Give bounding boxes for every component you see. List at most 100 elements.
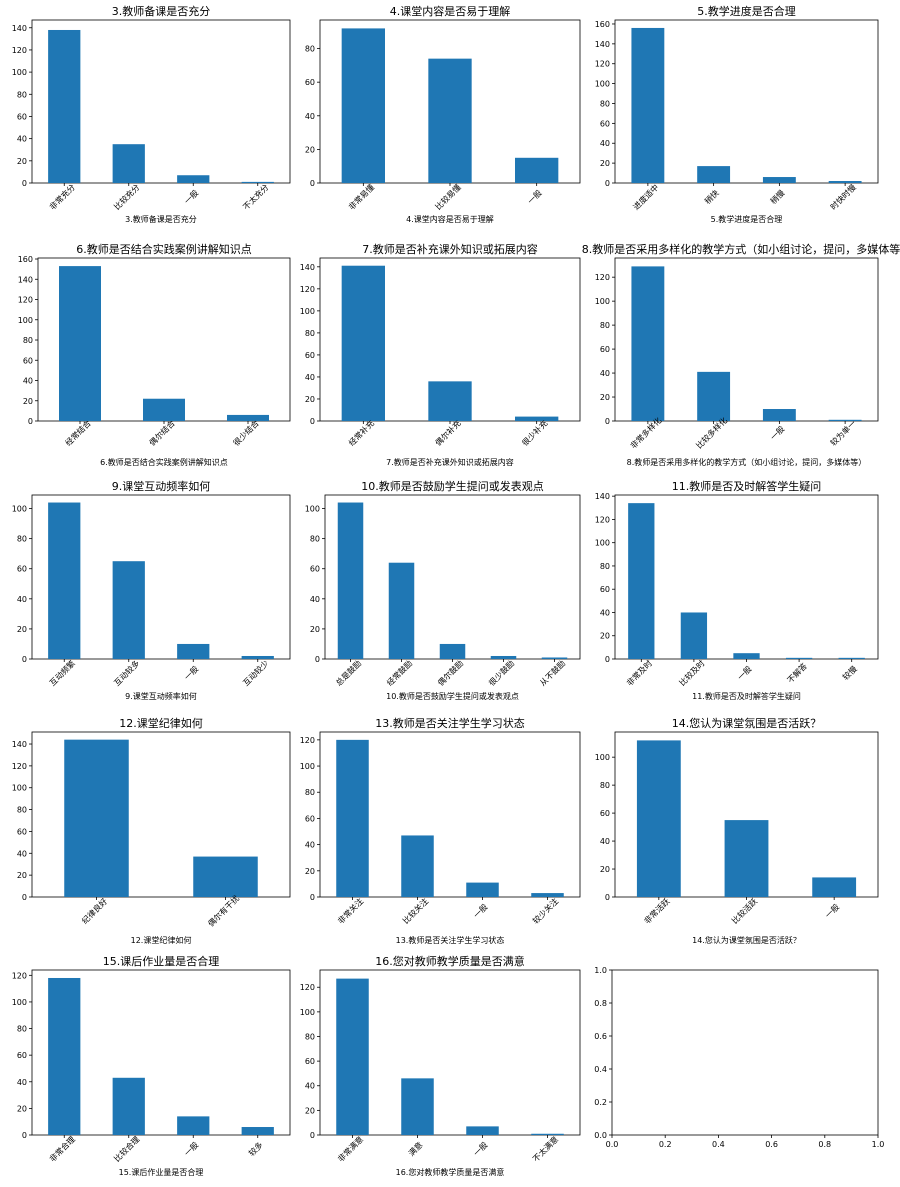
y-tick-label: 60 [600, 585, 610, 594]
y-tick-label: 0.0 [594, 1131, 607, 1140]
bar [631, 266, 665, 421]
y-tick-label: 40 [600, 369, 610, 378]
x-axis-label: 14.您认为课堂氛围是否活跃？ [692, 935, 801, 945]
x-tick-label: 经常结合 [63, 418, 93, 448]
x-tick-label: 非常及时 [624, 658, 654, 688]
y-tick-label: 0 [22, 179, 27, 188]
x-tick-label: 稍慢 [768, 188, 786, 206]
bar [697, 371, 731, 421]
y-tick-label: 60 [600, 345, 610, 354]
x-axis-label: 9.课堂互动频率如何 [125, 691, 197, 701]
bar [628, 503, 655, 659]
y-tick-label: 0 [310, 893, 315, 902]
y-tick-label: 20 [600, 865, 610, 874]
axes-frame [31, 731, 291, 898]
y-tick-label: 80 [305, 329, 315, 338]
bar [762, 409, 796, 421]
bar [428, 58, 472, 183]
y-tick-label: 0 [310, 417, 315, 426]
y-tick-label: 0 [605, 893, 610, 902]
bar [112, 1077, 145, 1135]
bar [733, 653, 760, 659]
y-tick-label: 120 [595, 273, 610, 282]
chart-title: 7.教师是否补充课外知识或拓展内容 [362, 242, 538, 256]
chart-title: 14.您认为课堂氛围是否活跃？ [672, 716, 822, 730]
x-axis-label: 4.课堂内容是否易于理解 [406, 214, 494, 224]
bar [631, 27, 665, 184]
x-tick-label: 0.6 [765, 1140, 778, 1149]
x-tick-label: 非常满意 [336, 1134, 366, 1164]
x-tick-label: 非常易懂 [346, 182, 376, 212]
y-tick-label: 0 [22, 655, 27, 664]
y-tick-label: 140 [12, 740, 27, 749]
chart-title: 11.教师是否及时解答学生疑问 [672, 479, 822, 493]
chart-panel-7: 9.课堂互动频率如何 0 20 40 60 80 100 互动频繁 互动较多 一般 互动较少 9.课堂… [12, 479, 291, 701]
y-tick-label: 100 [12, 998, 27, 1007]
x-tick-label: 0.2 [659, 1140, 672, 1149]
x-tick-label: 比较合理 [112, 1134, 142, 1164]
y-tick-label: 0.2 [594, 1098, 607, 1107]
x-tick-label: 不太充分 [241, 182, 271, 212]
y-tick-label: 80 [17, 90, 27, 99]
y-tick-label: 140 [595, 40, 610, 49]
x-tick-label: 比较充分 [112, 182, 142, 212]
bar [341, 28, 385, 183]
y-tick-label: 140 [18, 275, 33, 284]
bar [838, 657, 865, 659]
chart-title: 13.教师是否关注学生学习状态 [375, 716, 525, 730]
bar [515, 157, 559, 183]
chart-panel-11: 13.教师是否关注学生学习状态 0 20 40 60 80 100 120 非常关注 比较关注 一般… [300, 716, 581, 945]
y-tick-label: 100 [595, 753, 610, 762]
y-tick-label: 40 [17, 135, 27, 144]
x-tick-label: 一般 [182, 1140, 200, 1158]
x-tick-label: 满意 [406, 1140, 424, 1158]
bar [48, 502, 81, 659]
x-tick-label: 比较及时 [677, 658, 707, 688]
y-tick-label: 40 [17, 1078, 27, 1087]
y-tick-label: 40 [600, 837, 610, 846]
chart-title: 6.教师是否结合实践案例讲解知识点 [76, 242, 252, 256]
x-tick-label: 较多 [246, 1140, 264, 1158]
y-tick-label: 0 [22, 893, 27, 902]
chart-panel-15: 0.0 0.2 0.4 0.6 0.8 1.0 0.0 0.2 0.4 0.6 0.8 1.0 [594, 966, 884, 1149]
y-tick-label: 60 [600, 119, 610, 128]
y-tick-label: 80 [600, 781, 610, 790]
y-tick-label: 120 [595, 515, 610, 524]
y-tick-label: 140 [595, 492, 610, 501]
x-axis-label: 8.教师是否采用多样化的教学方式（如小组讨论，提问，多媒体等） [627, 457, 867, 467]
y-tick-label: 120 [12, 46, 27, 55]
bar [48, 29, 81, 184]
y-tick-label: 20 [305, 145, 315, 154]
x-tick-label: 较少关注 [531, 896, 561, 926]
axes-frame [614, 19, 879, 184]
x-tick-label: 从不鼓励 [538, 658, 568, 688]
axes-frame [611, 969, 879, 1136]
y-tick-label: 1.0 [594, 966, 607, 975]
y-tick-label: 60 [310, 565, 320, 574]
bar [762, 177, 796, 183]
x-tick-label: 偶尔结合 [147, 418, 177, 448]
bar [241, 1127, 274, 1135]
bar [724, 820, 769, 897]
y-tick-label: 100 [300, 1008, 315, 1017]
y-tick-label: 40 [305, 112, 315, 121]
y-tick-label: 20 [600, 632, 610, 641]
bar [439, 643, 466, 659]
y-tick-label: 100 [595, 297, 610, 306]
y-tick-label: 20 [305, 395, 315, 404]
y-tick-label: 20 [17, 157, 27, 166]
chart-panel-2: 4.课堂内容是否易于理解 0 20 40 60 80 非常易懂 比较易懂 一般 4.课堂内容是否易… [305, 4, 581, 224]
axes-frame [31, 969, 291, 1136]
y-tick-label: 40 [305, 841, 315, 850]
y-tick-label: 100 [12, 68, 27, 77]
y-tick-label: 60 [17, 1051, 27, 1060]
y-tick-label: 60 [600, 809, 610, 818]
bar [466, 1126, 499, 1135]
y-tick-label: 20 [17, 625, 27, 634]
x-tick-label: 一般 [182, 664, 200, 682]
y-tick-label: 40 [305, 373, 315, 382]
y-tick-label: 80 [17, 806, 27, 815]
x-tick-label: 一般 [735, 664, 753, 682]
bar [466, 882, 499, 897]
y-tick-label: 120 [18, 296, 33, 305]
